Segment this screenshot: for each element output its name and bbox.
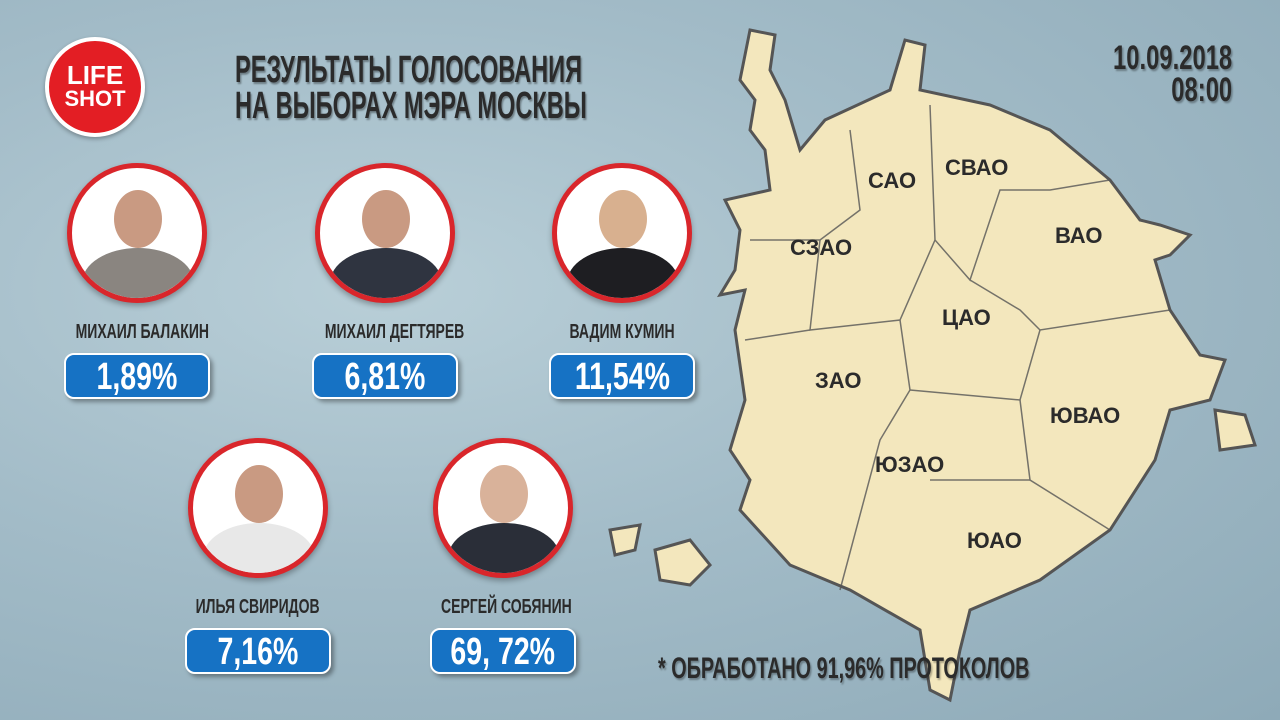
percent-badge: 11,54%: [549, 353, 695, 399]
avatar: [315, 163, 455, 303]
percent-badge: 7,16%: [185, 628, 331, 674]
district-label: ЮАО: [967, 528, 1022, 553]
lifeshot-logo: LIFE SHOT: [45, 37, 145, 137]
avatar: [67, 163, 207, 303]
candidate-name: МИХАИЛ ДЕГТЯРЕВ: [324, 321, 465, 343]
candidate-card: МИХАИЛ ДЕГТЯРЕВ 6,81%: [295, 163, 475, 399]
avatar: [188, 438, 328, 578]
title-line-1: РЕЗУЛЬТАТЫ ГОЛОСОВАНИЯ: [235, 49, 583, 91]
percent-badge: 69, 72%: [430, 628, 576, 674]
candidate-card: СЕРГЕЙ СОБЯНИН 69, 72%: [413, 438, 593, 674]
page-title: РЕЗУЛЬТАТЫ ГОЛОСОВАНИЯ НА ВЫБОРАХ МЭРА М…: [235, 49, 803, 127]
candidate-name: СЕРГЕЙ СОБЯНИН: [441, 596, 572, 618]
district-borders: [744, 104, 1171, 591]
candidate-name: ИЛЬЯ СВИРИДОВ: [195, 596, 321, 618]
district-labels: САО СВАО СЗАО ВАО ЦАО ЗАО ЮВАО ЮЗАО ЮАО: [790, 155, 1120, 553]
percent-badge: 6,81%: [312, 353, 458, 399]
district-label: ЮВАО: [1050, 403, 1120, 428]
moscow-map: САО СВАО СЗАО ВАО ЦАО ЗАО ЮВАО ЮЗАО ЮАО: [608, 28, 1257, 703]
candidate-name: МИХАИЛ БАЛАКИН: [75, 321, 210, 343]
title-line-2: НА ВЫБОРАХ МЭРА МОСКВЫ: [235, 85, 587, 127]
footnote: * ОБРАБОТАНО 91,96% ПРОТОКОЛОВ: [658, 652, 1030, 685]
date-text: 10.09.2018: [1112, 39, 1232, 77]
candidate-card: МИХАИЛ БАЛАКИН 1,89%: [47, 163, 227, 399]
district-label: ЗАО: [815, 368, 862, 393]
district-label: ВАО: [1055, 223, 1103, 248]
avatar: [552, 163, 692, 303]
district-label: ЮЗАО: [875, 452, 944, 477]
district-label: САО: [868, 168, 916, 193]
district-label: ЦАО: [942, 305, 991, 330]
candidate-card: ВАДИМ КУМИН 11,54%: [532, 163, 712, 399]
avatar: [433, 438, 573, 578]
district-label: СВАО: [945, 155, 1008, 180]
timestamp: 10.09.2018 08:00: [1062, 39, 1232, 109]
district-label: СЗАО: [790, 235, 852, 260]
map-shape: [608, 28, 1257, 703]
time-text: 08:00: [1171, 71, 1232, 109]
percent-badge: 1,89%: [64, 353, 210, 399]
candidate-card: ИЛЬЯ СВИРИДОВ 7,16%: [168, 438, 348, 674]
candidate-name: ВАДИМ КУМИН: [569, 321, 675, 343]
